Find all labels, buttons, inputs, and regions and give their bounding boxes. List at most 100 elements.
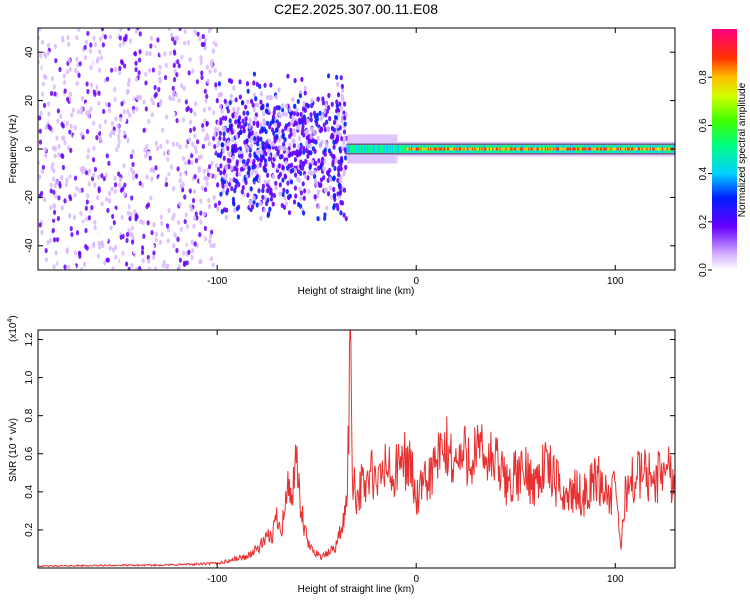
heatmap-cell xyxy=(593,147,596,151)
heatmap-cell xyxy=(222,131,226,137)
heatmap-cell xyxy=(275,133,279,140)
heatmap-cell xyxy=(363,145,366,153)
heatmap-cell xyxy=(38,28,42,32)
heatmap-cell xyxy=(113,86,117,93)
heatmap-cell xyxy=(184,99,188,105)
heatmap-cell xyxy=(315,112,319,118)
heatmap-cell xyxy=(201,33,205,40)
heatmap-cell xyxy=(583,147,586,151)
heatmap-cell xyxy=(259,157,263,163)
heatmap-cell xyxy=(304,147,309,154)
heatmap-cell xyxy=(216,206,220,212)
heatmap-cell xyxy=(63,88,67,94)
heatmap-cell xyxy=(75,230,80,236)
heatmap-cell xyxy=(618,147,622,151)
heatmap-cell xyxy=(127,227,131,234)
heatmap-cell xyxy=(360,145,364,153)
heatmap-cell xyxy=(213,157,218,163)
heatmap-cell xyxy=(642,147,645,151)
heatmap-cell xyxy=(623,147,626,151)
heatmap-cell xyxy=(187,249,191,255)
heatmap-cell xyxy=(85,128,90,135)
heatmap-cell xyxy=(365,145,368,153)
heatmap-cell xyxy=(305,135,309,141)
heatmap-cell xyxy=(250,130,254,136)
heatmap-cell xyxy=(431,147,434,151)
heatmap-cell xyxy=(299,159,303,165)
heatmap-cell xyxy=(293,172,298,178)
heatmap-cell xyxy=(206,168,210,174)
heatmap-cell xyxy=(259,99,263,105)
heatmap-cell xyxy=(113,175,117,182)
heatmap-cell xyxy=(79,210,83,216)
heatmap-cell xyxy=(226,145,230,151)
heatmap-cell xyxy=(130,262,134,269)
heatmap-cell xyxy=(332,144,336,150)
heatmap-cell xyxy=(342,212,346,218)
heatmap-cell xyxy=(38,128,42,134)
heatmap-cell xyxy=(467,147,470,151)
heatmap-cell xyxy=(104,172,109,178)
heatmap-cell xyxy=(417,147,420,151)
heatmap-cell xyxy=(199,219,203,225)
snr-xtick-label: 0 xyxy=(413,574,419,585)
heatmap-cell xyxy=(591,147,594,151)
heatmap-cell xyxy=(68,129,72,135)
heatmap-cell xyxy=(281,133,285,139)
heatmap-cell xyxy=(651,147,654,151)
heatmap-cell xyxy=(259,91,263,97)
heatmap-cell xyxy=(189,28,193,32)
heatmap-cell xyxy=(272,192,277,199)
heatmap-cell xyxy=(140,38,144,45)
heatmap-cell xyxy=(320,139,324,145)
heatmap-cell xyxy=(108,34,113,40)
heatmap-cell xyxy=(73,192,77,198)
heatmap-cell xyxy=(218,103,222,110)
heatmap-cell xyxy=(138,49,142,55)
heatmap-cell xyxy=(238,94,242,100)
snr-xtick-label: 100 xyxy=(607,574,624,585)
heatmap-cell xyxy=(508,147,512,151)
snr-ytick-label: 0.2 xyxy=(24,523,35,537)
heatmap-cell xyxy=(501,147,505,151)
heatmap-cell xyxy=(160,220,164,226)
heatmap-cell xyxy=(180,54,184,60)
heatmap-cell xyxy=(78,61,82,67)
heatmap-cell xyxy=(257,149,261,155)
heatmap-cell xyxy=(125,89,129,96)
heatmap-cell xyxy=(541,147,544,151)
heatmap-cell xyxy=(284,160,288,166)
heatmap-cell xyxy=(234,119,238,125)
heatmap-cell xyxy=(66,264,71,270)
heatmap-cell xyxy=(119,59,124,65)
heatmap-cell xyxy=(230,185,234,192)
heatmap-cell xyxy=(325,205,329,211)
heatmap-cell xyxy=(333,165,337,172)
heatmap-cell xyxy=(426,147,429,151)
heatmap-cell xyxy=(188,119,193,125)
heatmap-cell xyxy=(313,169,317,175)
heatmap-cell xyxy=(231,137,235,143)
snr-ytick-label: 1.2 xyxy=(24,332,35,346)
heatmap-cell xyxy=(73,264,77,270)
heatmap-cell xyxy=(210,95,214,101)
heatmap-cell xyxy=(271,162,275,168)
heatmap-cell xyxy=(235,159,239,165)
heatmap-cell xyxy=(234,97,238,103)
heatmap-cell xyxy=(640,147,643,151)
heatmap-cell xyxy=(437,147,440,151)
heatmap-cell xyxy=(224,142,228,148)
heatmap-cell xyxy=(641,147,644,151)
heatmap-cell xyxy=(131,161,135,168)
heatmap-cell xyxy=(302,114,306,120)
heatmap-cell xyxy=(594,147,598,151)
heatmap-cell xyxy=(53,258,57,264)
heatmap-cell xyxy=(526,147,530,151)
heatmap-cell xyxy=(213,131,217,138)
heatmap-cell xyxy=(261,140,265,147)
heatmap-cell xyxy=(164,62,168,68)
heatmap-cell xyxy=(387,145,390,153)
heatmap-cell xyxy=(340,93,344,99)
heatmap-cell xyxy=(187,159,191,165)
heatmap-cell xyxy=(145,203,149,210)
